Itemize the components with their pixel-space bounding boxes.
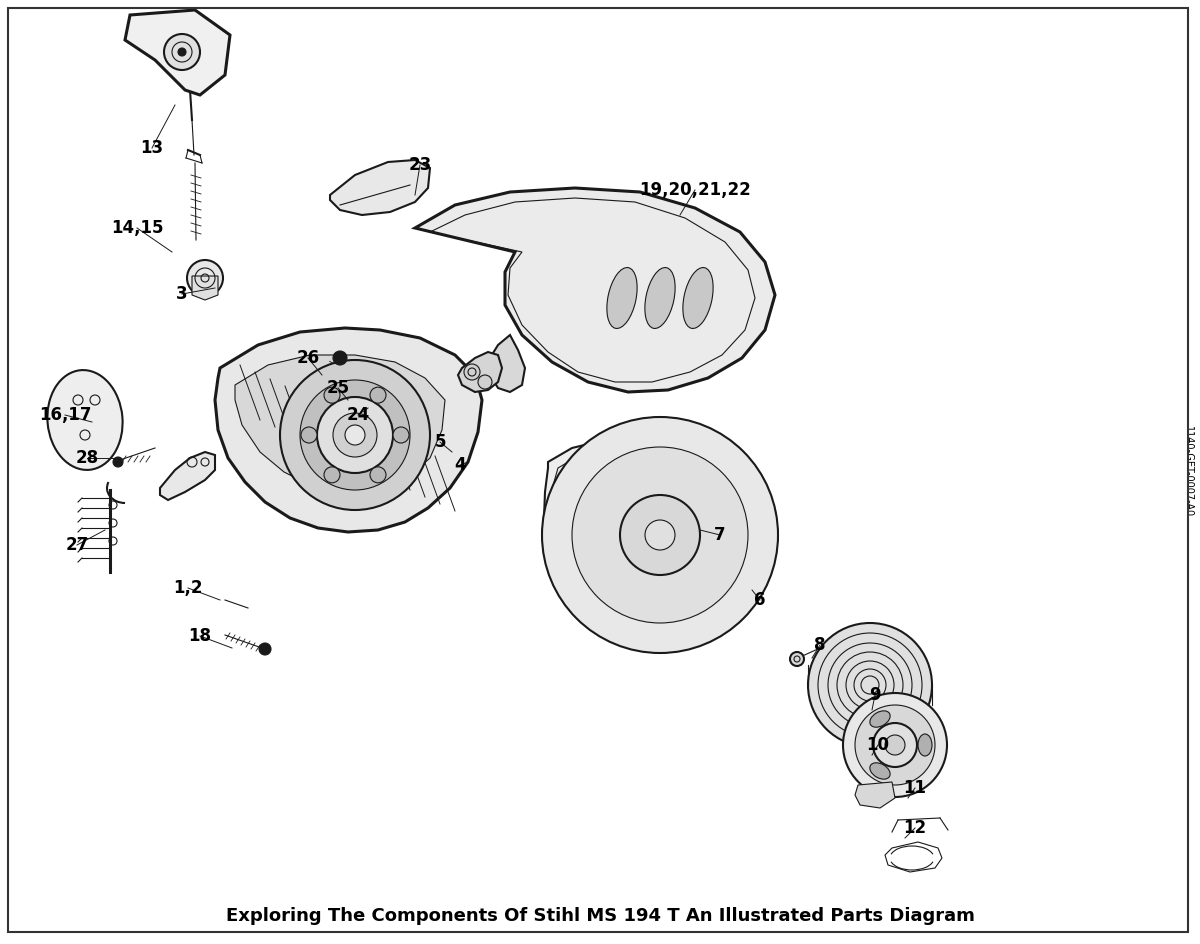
Text: 13: 13 bbox=[140, 139, 163, 157]
Text: 23: 23 bbox=[408, 156, 432, 174]
Polygon shape bbox=[192, 276, 218, 300]
Polygon shape bbox=[415, 188, 775, 392]
Text: 1140-GET-0007-A0: 1140-GET-0007-A0 bbox=[1183, 427, 1193, 517]
Text: 4: 4 bbox=[454, 456, 466, 474]
Circle shape bbox=[542, 417, 778, 653]
Text: Exploring The Components Of Stihl MS 194 T An Illustrated Parts Diagram: Exploring The Components Of Stihl MS 194… bbox=[226, 907, 974, 925]
Polygon shape bbox=[125, 10, 230, 95]
Text: 26: 26 bbox=[296, 349, 319, 367]
Text: 1,2: 1,2 bbox=[173, 579, 203, 597]
Text: 24: 24 bbox=[347, 406, 370, 424]
Circle shape bbox=[808, 623, 932, 747]
Circle shape bbox=[334, 413, 377, 457]
Text: 6: 6 bbox=[755, 591, 766, 609]
Polygon shape bbox=[235, 355, 445, 492]
Circle shape bbox=[324, 387, 340, 403]
Text: 8: 8 bbox=[815, 636, 826, 654]
Circle shape bbox=[300, 380, 410, 490]
Circle shape bbox=[113, 457, 124, 467]
Circle shape bbox=[874, 723, 917, 767]
Text: 16,17: 16,17 bbox=[38, 406, 91, 424]
Circle shape bbox=[370, 387, 386, 403]
Polygon shape bbox=[458, 352, 502, 392]
Ellipse shape bbox=[870, 711, 890, 727]
Circle shape bbox=[464, 364, 480, 380]
Text: 10: 10 bbox=[866, 736, 889, 754]
Ellipse shape bbox=[607, 267, 637, 329]
Text: 28: 28 bbox=[76, 449, 98, 467]
Circle shape bbox=[370, 467, 386, 482]
Ellipse shape bbox=[644, 267, 676, 329]
Circle shape bbox=[301, 427, 317, 443]
Circle shape bbox=[620, 495, 700, 575]
Polygon shape bbox=[544, 438, 778, 628]
Ellipse shape bbox=[47, 370, 122, 470]
Ellipse shape bbox=[683, 267, 713, 329]
Circle shape bbox=[346, 425, 365, 445]
Polygon shape bbox=[215, 328, 482, 532]
Text: 25: 25 bbox=[326, 379, 349, 397]
Circle shape bbox=[886, 735, 905, 755]
Text: 18: 18 bbox=[188, 627, 211, 645]
Circle shape bbox=[187, 260, 223, 296]
Circle shape bbox=[394, 427, 409, 443]
Circle shape bbox=[854, 705, 935, 785]
Text: 11: 11 bbox=[904, 779, 926, 797]
Circle shape bbox=[164, 34, 200, 70]
Circle shape bbox=[572, 447, 748, 623]
Circle shape bbox=[317, 397, 394, 473]
Circle shape bbox=[359, 399, 377, 417]
Circle shape bbox=[259, 643, 271, 655]
Ellipse shape bbox=[918, 734, 932, 756]
Circle shape bbox=[646, 520, 674, 550]
Circle shape bbox=[790, 652, 804, 666]
Text: 27: 27 bbox=[65, 536, 89, 554]
Text: 12: 12 bbox=[904, 819, 926, 837]
Polygon shape bbox=[160, 452, 215, 500]
Polygon shape bbox=[330, 160, 430, 215]
Text: 5: 5 bbox=[434, 433, 445, 451]
Circle shape bbox=[842, 693, 947, 797]
Text: 9: 9 bbox=[869, 686, 881, 704]
Text: 14,15: 14,15 bbox=[110, 219, 163, 237]
Polygon shape bbox=[854, 782, 895, 808]
Text: 19,20,21,22: 19,20,21,22 bbox=[640, 181, 751, 199]
Text: 7: 7 bbox=[714, 526, 726, 544]
Text: 3: 3 bbox=[176, 285, 188, 303]
Polygon shape bbox=[490, 335, 526, 392]
Circle shape bbox=[280, 360, 430, 510]
Circle shape bbox=[324, 467, 340, 482]
Circle shape bbox=[178, 48, 186, 56]
Circle shape bbox=[334, 351, 347, 365]
Ellipse shape bbox=[870, 763, 890, 779]
Circle shape bbox=[478, 375, 492, 389]
